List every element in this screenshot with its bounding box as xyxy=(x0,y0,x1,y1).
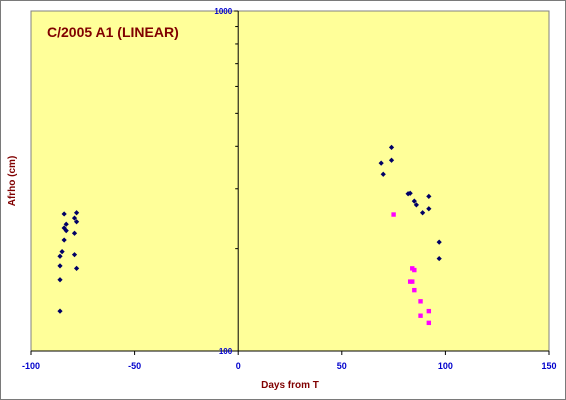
diamond-point xyxy=(61,211,67,217)
x-tick-label: 100 xyxy=(438,361,453,371)
diamond-point xyxy=(413,202,419,208)
diamond-point xyxy=(57,253,63,259)
x-tick-label: -50 xyxy=(128,361,141,371)
diamond-point xyxy=(63,228,69,234)
diamond-point xyxy=(378,160,384,166)
diamond-point xyxy=(426,206,432,212)
x-tick-label: 0 xyxy=(236,361,241,371)
square-point xyxy=(412,287,417,293)
diamond-point xyxy=(57,308,63,314)
diamond-point xyxy=(436,239,442,245)
square-point xyxy=(418,299,423,304)
diamond-point xyxy=(420,210,426,216)
x-tick-label: 50 xyxy=(337,361,347,371)
diamond-point xyxy=(57,263,63,269)
x-axis: -100 -50 0 50 100 150 xyxy=(22,351,557,371)
diamond-point xyxy=(71,252,78,258)
square-point xyxy=(410,279,415,284)
square-point xyxy=(412,267,417,273)
data-points xyxy=(57,144,442,326)
square-point xyxy=(418,313,423,318)
plot-area xyxy=(30,10,550,352)
square-point xyxy=(426,308,432,314)
diamond-point xyxy=(411,198,417,204)
y-axis-title: Afrho (cm) xyxy=(7,156,18,207)
y-axis: 100 1000 xyxy=(214,7,239,356)
diamond-point xyxy=(71,215,78,221)
diamond-point xyxy=(57,277,63,283)
diamond-point xyxy=(388,157,395,163)
x-tick-label: 150 xyxy=(541,361,556,371)
square-point xyxy=(426,320,432,326)
square-point xyxy=(391,212,396,217)
diamond-point xyxy=(436,255,442,262)
y-tick-label: 1000 xyxy=(214,7,232,16)
diamond-point xyxy=(63,221,69,227)
diamond-point xyxy=(61,237,67,243)
diamond-point xyxy=(59,249,65,255)
diamond-point xyxy=(380,171,386,177)
x-axis-title: Days from T xyxy=(261,380,319,391)
diamond-point xyxy=(388,144,395,151)
diamond-point xyxy=(73,265,80,271)
diamond-point xyxy=(73,219,80,225)
diamond-point xyxy=(71,230,78,236)
diamond-point xyxy=(73,210,80,216)
x-tick-label: -100 xyxy=(22,361,40,371)
diamond-point xyxy=(426,193,432,199)
diamond-point xyxy=(407,190,413,196)
y-tick-label: 100 xyxy=(219,347,233,356)
chart-title: C/2005 A1 (LINEAR) xyxy=(47,24,179,40)
